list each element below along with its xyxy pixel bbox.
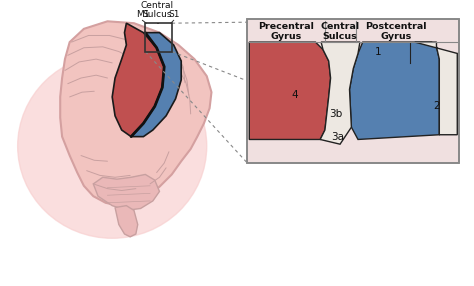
Ellipse shape (18, 54, 207, 238)
Bar (146, 23, 172, 51)
Bar (247, 19, 459, 163)
Text: Central
Sulcus: Central Sulcus (320, 22, 360, 41)
Text: 1: 1 (374, 47, 381, 57)
Polygon shape (60, 21, 211, 206)
Text: 2: 2 (433, 101, 440, 111)
Text: 4: 4 (292, 90, 298, 100)
Text: 3a: 3a (331, 132, 344, 142)
Text: Precentral
Gyrus: Precentral Gyrus (258, 22, 314, 41)
Polygon shape (349, 42, 439, 140)
Text: Central
Sulcus: Central Sulcus (140, 1, 173, 19)
Polygon shape (115, 206, 138, 237)
Text: 3b: 3b (329, 109, 343, 119)
Text: M1: M1 (136, 10, 149, 19)
Text: Postcentral
Gyrus: Postcentral Gyrus (365, 22, 427, 41)
Polygon shape (320, 42, 360, 144)
Text: S1: S1 (168, 10, 180, 19)
Polygon shape (93, 174, 159, 210)
Bar (247, 19, 459, 163)
Polygon shape (415, 42, 457, 135)
Polygon shape (131, 33, 181, 137)
Polygon shape (249, 42, 330, 140)
Polygon shape (112, 23, 164, 137)
